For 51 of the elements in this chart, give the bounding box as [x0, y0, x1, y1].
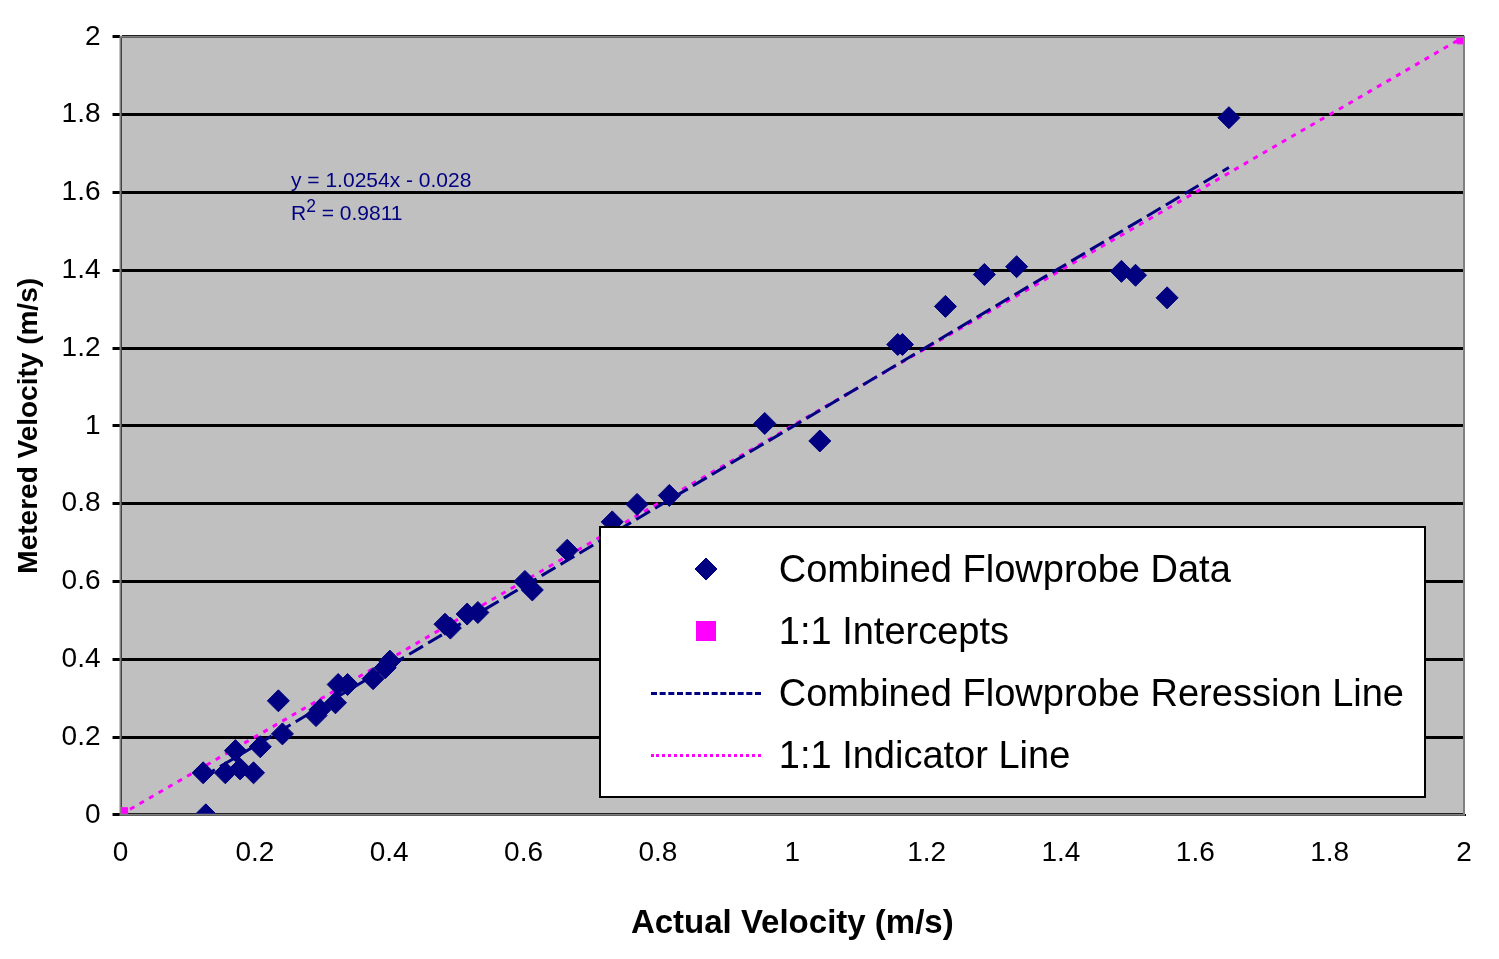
point	[361, 667, 385, 691]
y-axis-title: Metered Velocity (m/s)	[11, 277, 43, 574]
y-tick-label: 0.6	[61, 564, 101, 596]
x-tick-label: 0.8	[638, 836, 678, 868]
y-tick-label: 1.8	[61, 97, 101, 129]
annotation: y = 1.0254x - 0.028	[291, 167, 472, 193]
y-tick-label: 0.8	[61, 486, 101, 518]
point	[657, 483, 681, 507]
x-tick-label: 0	[112, 836, 129, 868]
point	[1005, 255, 1029, 279]
x-axis-title: Actual Velocity (m/s)	[630, 903, 954, 941]
x-tick-label: 0.4	[369, 836, 409, 868]
legend-label: Combined Flowprobe Reression Line	[778, 671, 1404, 715]
x-tick-label: 1.2	[907, 836, 947, 868]
y-tick-label: 0.4	[61, 641, 101, 673]
point	[223, 739, 247, 763]
annotation: R$^{2}$ = 0.9811	[291, 195, 404, 226]
point	[555, 538, 579, 562]
x-tick-label: 1	[784, 836, 801, 868]
point	[1155, 286, 1179, 310]
point	[270, 722, 294, 746]
point	[753, 411, 777, 435]
x-tick-label: 0.2	[235, 836, 275, 868]
point	[191, 761, 215, 785]
y-tick-label: 2	[84, 19, 101, 51]
legend-label: 1:1 Intercepts	[778, 609, 1010, 653]
point	[266, 689, 290, 713]
point	[625, 492, 649, 516]
y-tick-label: 0	[84, 797, 101, 829]
point	[248, 735, 272, 759]
point	[1124, 263, 1148, 287]
y-tick-label: 1	[84, 408, 101, 440]
point	[323, 691, 347, 715]
y-tick-label: 0.2	[61, 719, 101, 751]
legend-label: Combined Flowprobe Data	[778, 547, 1231, 591]
x-tick-label: 2	[1456, 836, 1472, 868]
point	[808, 429, 832, 453]
point	[213, 761, 237, 785]
x-tick-label: 1.4	[1041, 836, 1081, 868]
y-tick-label: 1.6	[61, 175, 101, 207]
point	[520, 578, 544, 602]
point	[933, 294, 957, 318]
legend-label: 1:1 Indicator Line	[778, 733, 1071, 777]
x-tick-label: 1.6	[1175, 836, 1215, 868]
point	[1217, 106, 1241, 130]
x-tick-label: 1.8	[1310, 836, 1350, 868]
y-tick-label: 1.2	[61, 330, 101, 362]
point	[972, 262, 996, 286]
point	[242, 761, 266, 785]
x-tick-label: 0.6	[504, 836, 544, 868]
y-tick-label: 1.4	[61, 252, 101, 284]
